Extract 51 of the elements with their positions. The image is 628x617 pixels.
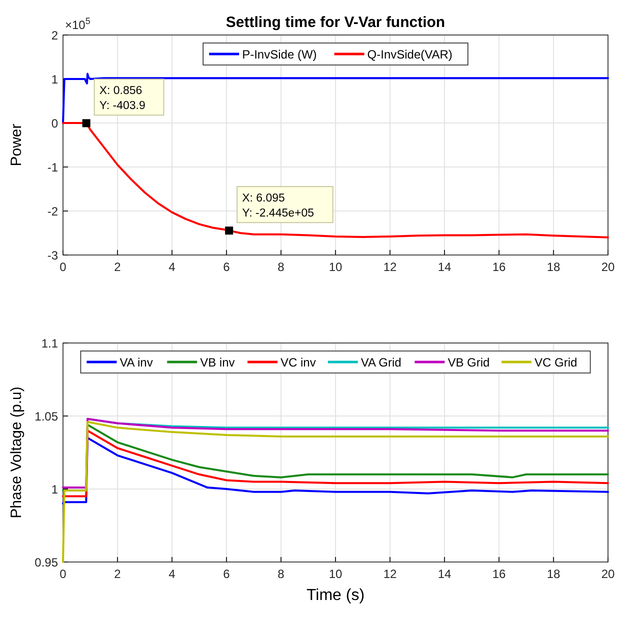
legend-label: VC inv — [280, 356, 316, 370]
y-tick-label: 1 — [51, 482, 58, 496]
line-series — [62, 436, 609, 505]
y-tick-label: -3 — [47, 248, 58, 262]
legend-label: VA inv — [120, 356, 153, 370]
x-tick-label: 16 — [492, 567, 506, 581]
annotation: X: 6.095 Y: -2.445e+05 — [242, 192, 314, 220]
chart-title: Settling time for V-Var function — [226, 14, 446, 31]
y-tick-label: -1 — [47, 160, 58, 174]
legend-label: VA Grid — [360, 356, 402, 370]
x-tick-label: 10 — [328, 567, 342, 581]
y-tick-label: 2 — [51, 28, 58, 42]
text: ×10$^{5}$ — [65, 16, 90, 32]
y-tick-label: 0 — [51, 116, 58, 130]
y-tick-label: -2 — [47, 204, 58, 218]
x-tick-label: 12 — [383, 260, 397, 274]
y-axis-title: Power — [8, 124, 25, 166]
x-tick-label: 10 — [328, 260, 342, 274]
x-tick-label: 4 — [168, 260, 176, 274]
legend-label: P-InvSide (W) — [242, 48, 317, 62]
line-series — [62, 420, 609, 563]
x-tick-label: 0 — [60, 260, 67, 274]
x-tick-label: 0 — [60, 567, 67, 581]
line-series — [62, 72, 609, 124]
x-tick-label: 20 — [601, 567, 615, 581]
x-tick-label: 16 — [492, 260, 506, 274]
line-series — [62, 430, 609, 498]
y-tick-label: 1.05 — [34, 410, 58, 424]
legend-label: Q-InvSide(VAR) — [367, 48, 452, 62]
y-tick-label: 0.95 — [34, 556, 58, 570]
y-axis-title: Phase Voltage (p.u) — [8, 386, 25, 518]
legend-label: VC Grid — [534, 356, 578, 370]
x-tick-label: 6 — [223, 567, 230, 581]
legend-label: VB inv — [200, 356, 235, 370]
x-tick-label: 2 — [114, 567, 122, 581]
x-axis-title: Time (s) — [306, 587, 365, 604]
y-tick-label: 1 — [51, 72, 58, 86]
x-tick-label: 6 — [223, 260, 230, 274]
x-tick-label: 18 — [546, 260, 560, 274]
y-tick-label: 1.1 — [41, 336, 58, 350]
x-tick-label: 2 — [114, 260, 122, 274]
x-tick-label: 14 — [438, 567, 452, 581]
annotation: X: 0.856 Y: -403.9 — [99, 85, 146, 112]
x-tick-label: 20 — [601, 260, 615, 274]
x-tick-label: 4 — [168, 567, 176, 581]
x-tick-label: 8 — [278, 260, 285, 274]
x-tick-label: 12 — [383, 567, 397, 581]
legend-label: VB Grid — [448, 356, 490, 370]
x-tick-label: 14 — [438, 260, 452, 274]
x-tick-label: 8 — [278, 567, 285, 581]
x-tick-label: 18 — [546, 567, 560, 581]
